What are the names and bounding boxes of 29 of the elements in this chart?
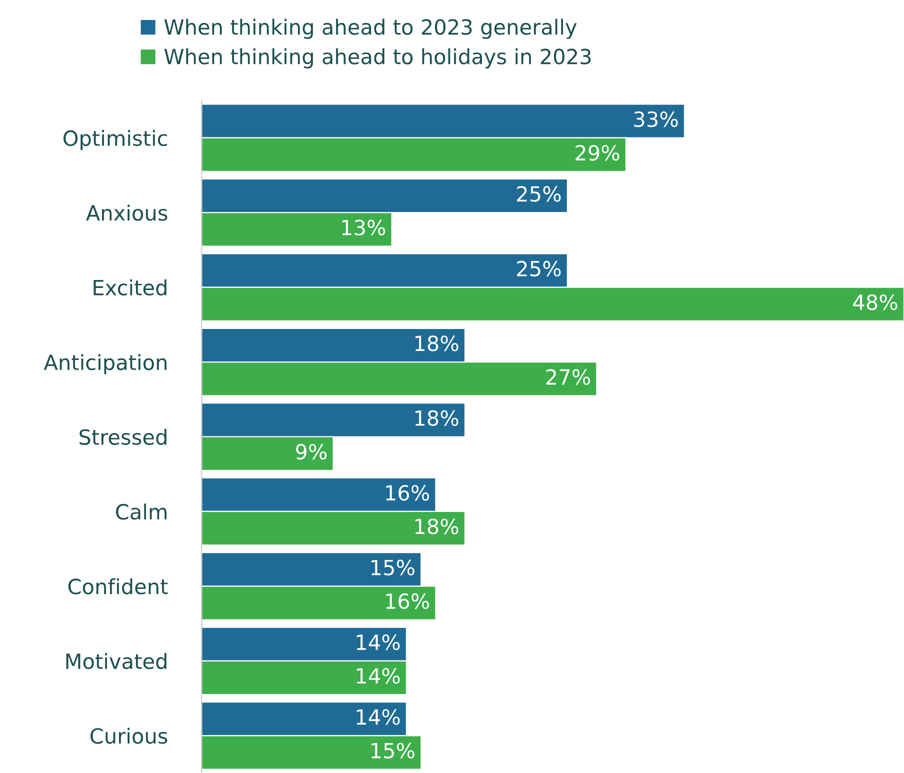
- data-label: 18%: [415, 410, 458, 426]
- y-tick-label: Stressed: [80, 428, 166, 445]
- data-label: 14%: [356, 634, 400, 650]
- data-label: 48%: [853, 294, 898, 310]
- y-tick-label: Calm: [116, 504, 166, 520]
- data-label: 13%: [342, 220, 386, 236]
- data-label: 15%: [372, 560, 414, 576]
- data-label: 27%: [546, 369, 590, 385]
- legend-label: When thinking ahead to holidays in 2023: [164, 48, 591, 68]
- data-label: 9%: [296, 444, 327, 460]
- y-tick-label: Confident: [68, 578, 168, 594]
- data-label: 29%: [576, 144, 620, 161]
- data-label: 25%: [517, 186, 561, 202]
- y-tick-label: Anticipation: [44, 354, 166, 374]
- data-label: 33%: [634, 111, 678, 128]
- data-label: 14%: [356, 709, 400, 725]
- y-tick-label: Curious: [90, 728, 168, 744]
- y-tick-label: Motivated: [66, 653, 166, 670]
- data-label: 14%: [356, 668, 400, 684]
- data-label: 15%: [372, 742, 414, 758]
- y-tick-label: Optimistic: [64, 130, 167, 150]
- data-label: 16%: [386, 593, 430, 610]
- data-label: 18%: [415, 335, 458, 352]
- y-tick-label: Anxious: [86, 204, 168, 221]
- y-tick-label: Excited: [94, 279, 166, 296]
- data-label: 18%: [415, 518, 458, 534]
- legend-label: When thinking ahead to 2023 generally: [164, 18, 577, 39]
- data-label: 25%: [517, 260, 561, 277]
- data-label: 16%: [386, 484, 430, 501]
